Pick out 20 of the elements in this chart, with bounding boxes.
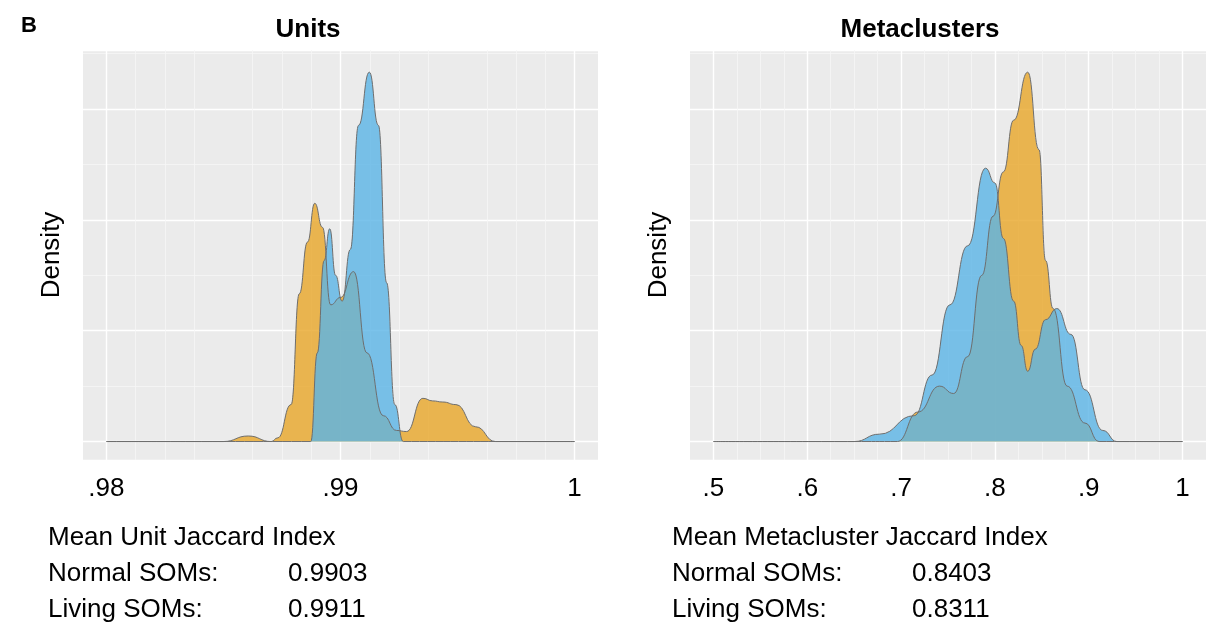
text: Normal SOMs: 0.8403: [672, 557, 992, 587]
x-tick-label: 1: [1175, 472, 1190, 502]
text: Mean Metacluster Jaccard Index: [672, 520, 1049, 553]
chart-title: Units: [275, 13, 341, 43]
x-tick-label: 1: [567, 472, 582, 502]
text: Normal SOMs: 0.9903: [48, 557, 368, 587]
x-tick-label: .5: [702, 472, 725, 502]
x-tick-label: .7: [890, 472, 912, 502]
y-axis-title: Density: [642, 211, 672, 299]
x-tick-label: .98: [88, 472, 125, 502]
x-tick-label: .6: [796, 472, 819, 502]
y-axis-title: Density: [35, 211, 65, 299]
x-tick-label: .99: [322, 472, 359, 502]
text: Living SOMs: 0.8311: [672, 593, 990, 623]
chart-title: Metaclusters: [840, 13, 1000, 43]
x-tick-label: .9: [1077, 472, 1100, 502]
x-tick-label: .8: [984, 472, 1006, 502]
text: Mean Unit Jaccard Index: [48, 520, 337, 553]
chart-subtitle: B: [21, 11, 37, 37]
text: Living SOMs: 0.9911: [48, 593, 366, 623]
